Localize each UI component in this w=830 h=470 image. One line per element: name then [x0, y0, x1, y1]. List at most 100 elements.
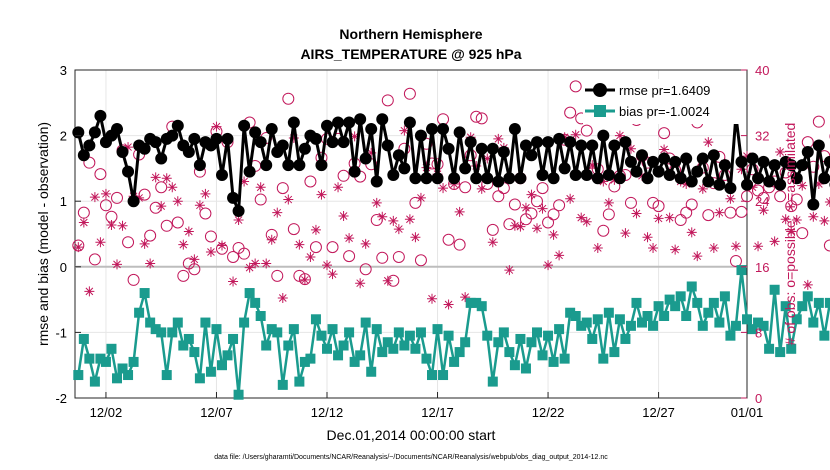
bias-point — [581, 317, 592, 328]
rmse-point — [431, 172, 444, 185]
rmse-point — [818, 172, 830, 185]
obs-assimilated-point — [504, 265, 515, 276]
obs-possible-point — [525, 207, 538, 220]
rmse-point — [453, 126, 466, 139]
obs-assimilated-point — [532, 223, 542, 234]
bias-point — [614, 314, 625, 325]
obs-possible-point — [177, 269, 190, 282]
y-right-tick-label: 8 — [755, 325, 762, 340]
bias-point — [786, 343, 797, 354]
x-tick-label: 12/07 — [200, 405, 233, 420]
obs-possible-point — [459, 181, 472, 194]
rmse-point — [674, 172, 687, 185]
chart-subtitle: AIRS_TEMPERATURE @ 925 hPa — [300, 46, 521, 62]
legend-bias-marker — [594, 105, 606, 117]
bias-point — [194, 373, 205, 384]
obs-assimilated-point — [310, 224, 321, 235]
obs-assimilated-point — [194, 200, 205, 211]
y-tick-label: -1 — [55, 325, 67, 340]
bias-point — [73, 370, 84, 381]
x-tick-label: 12/22 — [532, 405, 565, 420]
rmse-point — [459, 162, 472, 175]
obs-assimilated-point — [758, 205, 769, 216]
obs-assimilated-point — [438, 183, 449, 194]
obs-assimilated-point — [797, 180, 808, 191]
bias-point — [299, 356, 310, 367]
obs-possible-point — [492, 190, 505, 203]
bias-point — [775, 347, 786, 358]
obs-possible-point — [702, 209, 715, 222]
obs-possible-point — [276, 182, 289, 195]
obs-assimilated-point — [576, 212, 587, 223]
bias-point — [730, 320, 741, 331]
bias-point — [239, 317, 250, 328]
obs-assimilated-point — [89, 192, 100, 203]
rmse-point — [210, 132, 223, 145]
obs-assimilated-point — [625, 143, 636, 154]
obs-assimilated-point — [189, 254, 200, 265]
bias-point — [703, 307, 714, 318]
obs-assimilated-point — [697, 183, 708, 194]
bias-point — [211, 324, 222, 335]
rmse-point — [591, 172, 604, 185]
obs-assimilated-point — [753, 241, 764, 252]
bias-point — [327, 324, 338, 335]
rmse-point — [580, 168, 593, 181]
rmse-point — [116, 146, 129, 158]
bias-point — [228, 333, 239, 344]
obs-possible-point — [88, 253, 101, 266]
rmse-point — [553, 132, 566, 145]
obs-possible-point — [569, 80, 582, 93]
bias-point — [283, 340, 294, 351]
bias-point — [476, 301, 487, 312]
obs-possible-point — [343, 250, 356, 263]
obs-possible-point — [442, 233, 455, 246]
bias-point — [813, 297, 824, 308]
obs-assimilated-point — [493, 133, 504, 144]
bias-point — [543, 330, 554, 341]
rmse-point — [470, 172, 483, 185]
bias-point — [150, 324, 161, 335]
obs-assimilated-point — [338, 210, 349, 221]
bias-point — [200, 317, 211, 328]
obs-assimilated-point — [526, 189, 537, 200]
rmse-point — [243, 165, 256, 178]
obs-possible-point — [376, 251, 389, 264]
rmse-point — [735, 155, 748, 168]
bias-point — [719, 291, 730, 302]
x-tick-label: 12/12 — [311, 405, 344, 420]
obs-assimilated-point — [294, 239, 305, 250]
obs-assimilated-point — [272, 207, 283, 218]
obs-assimilated-point — [371, 197, 382, 208]
bias-point — [769, 284, 780, 295]
obs-assimilated-point — [205, 247, 216, 258]
rmse-point — [321, 119, 333, 132]
obs-assimilated-point — [399, 125, 410, 136]
obs-assimilated-point — [200, 188, 211, 199]
x-tick-label: 01/01 — [731, 405, 764, 420]
rmse-point — [508, 123, 521, 136]
bias-point — [178, 340, 189, 351]
rmse-point — [763, 175, 776, 188]
obs-assimilated-point — [515, 221, 526, 232]
rmse-point — [298, 142, 311, 155]
bias-point — [625, 320, 636, 331]
rmse-point — [171, 119, 184, 132]
rmse-point — [94, 109, 107, 122]
obs-assimilated-point — [410, 232, 421, 243]
obs-assimilated-point — [725, 193, 736, 204]
rmse-point — [155, 152, 168, 165]
bias-point — [659, 311, 670, 321]
obs-assimilated-point — [802, 279, 813, 290]
rmse-point — [365, 123, 378, 136]
bias-point — [404, 330, 415, 341]
y-tick-label: 1 — [60, 194, 67, 209]
bias-point — [548, 356, 559, 367]
obs-assimilated-point — [537, 203, 548, 214]
obs-possible-point — [381, 94, 394, 107]
rmse-point — [636, 149, 648, 162]
rmse-point — [547, 172, 560, 185]
obs-assimilated-point — [664, 212, 675, 223]
obs-assimilated-point — [211, 121, 222, 132]
